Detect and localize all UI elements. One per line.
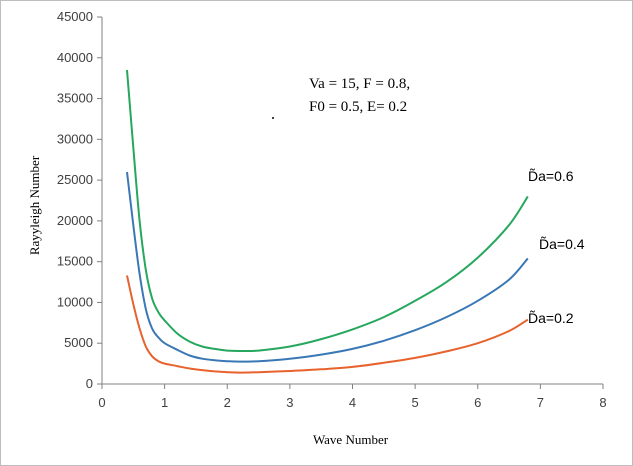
y-tick-label: 45000	[57, 9, 93, 24]
y-tick-label: 10000	[57, 294, 93, 309]
x-tick-label: 3	[286, 395, 293, 410]
y-tick-label: 20000	[57, 213, 93, 228]
series-label-0: D̃a=0.6	[528, 168, 574, 184]
series-line-1	[126, 171, 529, 363]
stray-dot	[272, 117, 274, 119]
y-axis-title: Rayyleigh Number	[27, 155, 42, 255]
y-tick-label: 35000	[57, 91, 93, 106]
y-tick-label: 15000	[57, 254, 93, 269]
y-tick-label: 25000	[57, 172, 93, 187]
annotation-line-1: Va = 15, F = 0.8,	[309, 76, 410, 92]
y-tick-label: 40000	[57, 50, 93, 65]
y-tick-label: 5000	[64, 335, 93, 350]
x-tick-label: 2	[224, 395, 231, 410]
series-label-1: D̃a=0.4	[539, 236, 585, 252]
x-tick-label: 0	[98, 395, 105, 410]
x-tick-label: 4	[349, 395, 356, 410]
x-tick-label: 8	[599, 395, 606, 410]
x-axis-title: Wave Number	[313, 432, 389, 447]
annotation-line-2: F0 = 0.5, E= 0.2	[309, 99, 407, 115]
series-line-2	[126, 275, 529, 374]
series-line-0	[126, 69, 529, 353]
x-tick-label: 1	[161, 395, 168, 410]
y-tick-label: 0	[86, 376, 93, 391]
series-label-2: D̃a=0.2	[528, 310, 574, 326]
x-tick-label: 7	[537, 395, 544, 410]
x-tick-label: 6	[474, 395, 481, 410]
x-tick-label: 5	[412, 395, 419, 410]
y-tick-label: 30000	[57, 131, 93, 146]
